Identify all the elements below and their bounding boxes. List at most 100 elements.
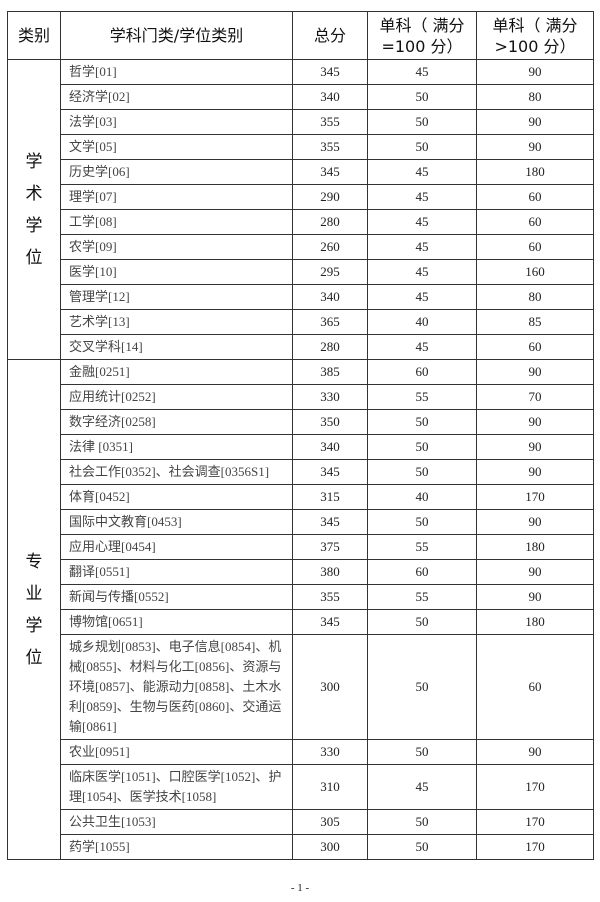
single-gt100-score-cell: 90: [476, 434, 594, 460]
single-gt100-score-cell: 170: [476, 484, 594, 510]
table-row: 新闻与传播[0552] 355 55 90: [8, 584, 594, 610]
single-100-score-cell: 45: [367, 59, 477, 85]
category-cell: 学术学位: [7, 59, 61, 360]
table-row: 公共卫生[1053] 305 50 170: [8, 809, 594, 835]
single-100-score-cell: 50: [367, 739, 477, 765]
discipline-cell: 国际中文教育[0453]: [60, 509, 293, 535]
header-category: 类别: [7, 11, 61, 60]
single-gt100-score-cell: 90: [476, 359, 594, 385]
table-row: 博物馆[0651] 345 50 180: [8, 609, 594, 635]
single-100-score-cell: 50: [367, 434, 477, 460]
total-score-cell: 345: [292, 159, 368, 185]
table-body: 学术学位 哲学[01] 345 45 90 经济学[02] 340 50 80 法学[03] 355…: [7, 59, 594, 860]
table-row: 经济学[02] 340 50 80: [8, 84, 594, 110]
header-total: 总分: [292, 11, 368, 60]
total-score-cell: 330: [292, 384, 368, 410]
total-score-cell: 345: [292, 609, 368, 635]
single-gt100-score-cell: 90: [476, 409, 594, 435]
single-gt100-score-cell: 85: [476, 309, 594, 335]
table-row: 法律 [0351] 340 50 90: [8, 434, 594, 460]
discipline-cell: 法律 [0351]: [60, 434, 293, 460]
total-score-cell: 330: [292, 739, 368, 765]
total-score-cell: 305: [292, 809, 368, 835]
single-gt100-score-cell: 90: [476, 739, 594, 765]
table-row: 翻译[0551] 380 60 90: [8, 559, 594, 585]
table-row: 应用心理[0454] 375 55 180: [8, 534, 594, 560]
table-row: 国际中文教育[0453] 345 50 90: [8, 509, 594, 535]
single-gt100-score-cell: 70: [476, 384, 594, 410]
category-label: 专业学位: [25, 551, 43, 668]
discipline-cell: 历史学[06]: [60, 159, 293, 185]
single-100-score-cell: 50: [367, 84, 477, 110]
discipline-cell: 社会工作[0352]、社会调查[0356S1]: [60, 459, 293, 485]
table-row: 法学[03] 355 50 90: [8, 109, 594, 135]
total-score-cell: 295: [292, 259, 368, 285]
page-number: - 1 -: [290, 882, 310, 894]
single-100-score-cell: 45: [367, 334, 477, 360]
single-gt100-score-cell: 60: [476, 184, 594, 210]
total-score-cell: 355: [292, 109, 368, 135]
single-100-score-cell: 40: [367, 484, 477, 510]
single-gt100-score-cell: 90: [476, 559, 594, 585]
discipline-cell: 翻译[0551]: [60, 559, 293, 585]
table-row: 艺术学[13] 365 40 85: [8, 309, 594, 335]
header-single-gt100: 单科（ 满分>100 分）: [476, 11, 594, 60]
single-gt100-score-cell: 160: [476, 259, 594, 285]
discipline-cell: 药学[1055]: [60, 834, 293, 860]
single-100-score-cell: 40: [367, 309, 477, 335]
single-gt100-score-cell: 180: [476, 609, 594, 635]
total-score-cell: 340: [292, 434, 368, 460]
table-row: 城乡规划[0853]、电子信息[0854]、机械[0855]、材料与化工[085…: [8, 634, 594, 740]
single-gt100-score-cell: 60: [476, 234, 594, 260]
total-score-cell: 380: [292, 559, 368, 585]
single-100-score-cell: 45: [367, 284, 477, 310]
single-gt100-score-cell: 180: [476, 534, 594, 560]
single-100-score-cell: 45: [367, 209, 477, 235]
table-row: 数字经济[0258] 350 50 90: [8, 409, 594, 435]
single-100-score-cell: 50: [367, 634, 477, 740]
discipline-cell: 理学[07]: [60, 184, 293, 210]
discipline-cell: 交叉学科[14]: [60, 334, 293, 360]
total-score-cell: 300: [292, 634, 368, 740]
table-row: 管理学[12] 340 45 80: [8, 284, 594, 310]
single-100-score-cell: 50: [367, 134, 477, 160]
discipline-cell: 应用心理[0454]: [60, 534, 293, 560]
table-row: 理学[07] 290 45 60: [8, 184, 594, 210]
single-gt100-score-cell: 170: [476, 764, 594, 810]
discipline-cell: 体育[0452]: [60, 484, 293, 510]
table-row: 医学[10] 295 45 160: [8, 259, 594, 285]
discipline-cell: 新闻与传播[0552]: [60, 584, 293, 610]
discipline-cell: 公共卫生[1053]: [60, 809, 293, 835]
single-100-score-cell: 50: [367, 609, 477, 635]
total-score-cell: 385: [292, 359, 368, 385]
discipline-cell: 金融[0251]: [60, 359, 293, 385]
discipline-cell: 农学[09]: [60, 234, 293, 260]
table-row: 专业学位 金融[0251] 385 60 90: [7, 359, 594, 860]
total-score-cell: 290: [292, 184, 368, 210]
category-label: 学术学位: [25, 151, 43, 268]
single-100-score-cell: 55: [367, 384, 477, 410]
discipline-cell: 农业[0951]: [60, 739, 293, 765]
table-row: 工学[08] 280 45 60: [8, 209, 594, 235]
single-gt100-score-cell: 90: [476, 134, 594, 160]
single-100-score-cell: 45: [367, 234, 477, 260]
total-score-cell: 350: [292, 409, 368, 435]
total-score-cell: 355: [292, 584, 368, 610]
table-row: 药学[1055] 300 50 170: [8, 834, 594, 860]
table-row: 农学[09] 260 45 60: [8, 234, 594, 260]
total-score-cell: 375: [292, 534, 368, 560]
single-gt100-score-cell: 90: [476, 59, 594, 85]
header-single-100: 单科（ 满分=100 分）: [367, 11, 477, 60]
table-row: 临床医学[1051]、口腔医学[1052]、护理[1054]、医学技术[1058…: [8, 764, 594, 810]
discipline-cell: 博物馆[0651]: [60, 609, 293, 635]
discipline-cell: 文学[05]: [60, 134, 293, 160]
single-100-score-cell: 50: [367, 109, 477, 135]
total-score-cell: 300: [292, 834, 368, 860]
single-gt100-score-cell: 90: [476, 459, 594, 485]
single-100-score-cell: 55: [367, 584, 477, 610]
table-row: 体育[0452] 315 40 170: [8, 484, 594, 510]
table-row: 文学[05] 355 50 90: [8, 134, 594, 160]
table-row: 农业[0951] 330 50 90: [8, 739, 594, 765]
total-score-cell: 355: [292, 134, 368, 160]
total-score-cell: 280: [292, 334, 368, 360]
